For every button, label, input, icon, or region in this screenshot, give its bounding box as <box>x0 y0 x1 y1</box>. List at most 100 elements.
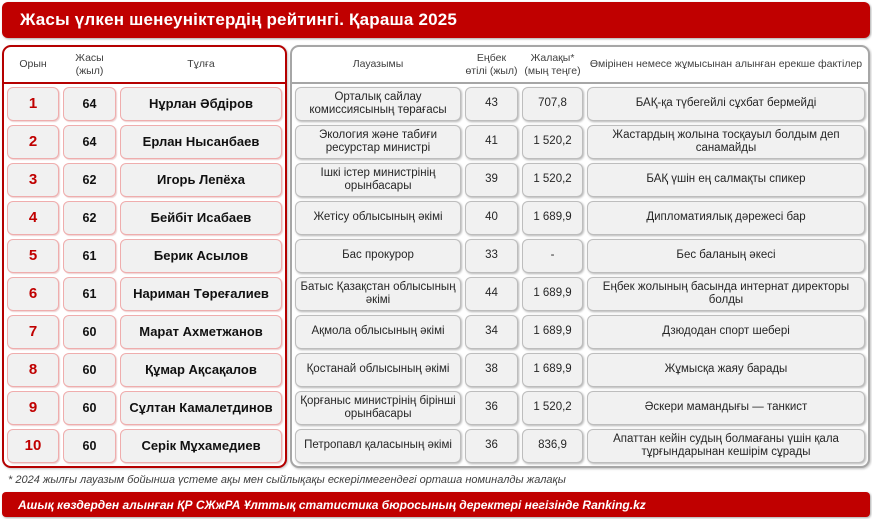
table-row: 2 64 Ерлан Нысанбаев <box>7 125 282 159</box>
position-cell: Бас прокурор <box>295 239 461 273</box>
source-bar: Ашық көздерден алынған ҚР СЖжРА Ұлттық с… <box>2 492 870 517</box>
facts-cell: БАҚ-қа түбегейлі сұхбат бермейді <box>587 87 865 121</box>
column-header-salary: Жалақы* (мың теңге) <box>524 52 581 77</box>
rank-cell: 10 <box>7 429 59 463</box>
table-body-right: Орталық сайлау комиссиясының төрағасы 43… <box>292 84 868 466</box>
person-cell: Құмар Ақсақалов <box>120 353 282 387</box>
table-row: Орталық сайлау комиссиясының төрағасы 43… <box>295 87 865 121</box>
age-cell: 62 <box>63 201 116 235</box>
facts-cell: Әскери мамандығы — танкист <box>587 391 865 425</box>
age-cell: 64 <box>63 87 116 121</box>
experience-cell: 40 <box>465 201 518 235</box>
experience-cell: 34 <box>465 315 518 349</box>
facts-value: Еңбек жолының басында интернат директоры… <box>602 280 850 306</box>
column-header-facts: Өмірінен немесе жұмысынан алынған ерекше… <box>589 58 863 71</box>
rank-cell: 8 <box>7 353 59 387</box>
age-cell: 61 <box>63 277 116 311</box>
table-row: Петропавл қаласының әкімі 36 836,9 Апатт… <box>295 429 865 463</box>
experience-value: 44 <box>485 287 498 300</box>
facts-cell: Еңбек жолының басында интернат директоры… <box>587 277 865 311</box>
experience-cell: 36 <box>465 429 518 463</box>
age-value: 60 <box>82 324 97 339</box>
salary-cell: 1 520,2 <box>522 163 583 197</box>
person-name: Бейбіт Исабаев <box>150 209 252 225</box>
salary-value: 1 689,9 <box>533 363 572 376</box>
position-cell: Экология және табиғи ресурстар министрі <box>295 125 461 159</box>
age-cell: 60 <box>63 353 116 387</box>
position-cell: Батыс Қазақстан облысының әкімі <box>295 277 461 311</box>
salary-value: 1 520,2 <box>533 173 572 186</box>
experience-cell: 41 <box>465 125 518 159</box>
table-row: Қостанай облысының әкімі 38 1 689,9 Жұмы… <box>295 353 865 387</box>
salary-cell: 1 689,9 <box>522 353 583 387</box>
facts-cell: БАҚ үшін ең салмақты спикер <box>587 163 865 197</box>
age-value: 60 <box>82 438 97 453</box>
table-row: Қорғаныс министрінің бірінші орынбасары … <box>295 391 865 425</box>
source-text: Ашық көздерден алынған ҚР СЖжРА Ұлттық с… <box>18 497 646 512</box>
facts-value: БАҚ үшін ең салмақты спикер <box>646 173 806 186</box>
table-row: 8 60 Құмар Ақсақалов <box>7 353 282 387</box>
rank-value: 1 <box>28 95 38 113</box>
position-value: Қорғаныс министрінің бірінші орынбасары <box>300 394 456 420</box>
position-value: Орталық сайлау комиссиясының төрағасы <box>309 90 447 116</box>
age-value: 64 <box>82 134 97 149</box>
salary-value: - <box>550 249 555 262</box>
table-row: 5 61 Берик Асылов <box>7 239 282 273</box>
experience-value: 36 <box>485 401 498 414</box>
table-header-right: Лауазымы Еңбек өтілі (жыл) Жалақы* (мың … <box>292 47 868 84</box>
experience-cell: 39 <box>465 163 518 197</box>
position-cell: Ішкі істер министрінің орынбасары <box>295 163 461 197</box>
position-cell: Ақмола облысының әкімі <box>295 315 461 349</box>
position-value: Жетісу облысының әкімі <box>313 211 443 224</box>
person-name: Берик Асылов <box>153 247 249 263</box>
person-cell: Нұрлан Әбдіров <box>120 87 282 121</box>
table-row: 10 60 Серік Мұхамедиев <box>7 429 282 463</box>
facts-value: БАҚ-қа түбегейлі сұхбат бермейді <box>635 97 817 110</box>
rank-value: 10 <box>24 437 42 455</box>
rank-cell: 7 <box>7 315 59 349</box>
page-title: Жасы үлкен шенеуніктердің рейтингі. Қара… <box>20 10 458 29</box>
age-value: 64 <box>82 96 97 111</box>
age-value: 61 <box>82 248 97 263</box>
age-value: 62 <box>82 210 97 225</box>
facts-value: Бес баланың әкесі <box>676 249 776 262</box>
position-value: Ішкі істер министрінің орынбасары <box>320 166 436 192</box>
age-cell: 60 <box>63 315 116 349</box>
position-cell: Қорғаныс министрінің бірінші орынбасары <box>295 391 461 425</box>
experience-value: 43 <box>485 97 498 110</box>
table-body-left: 1 64 Нұрлан Әбдіров 2 64 Ерлан Нысанбаев… <box>4 84 285 466</box>
experience-cell: 33 <box>465 239 518 273</box>
experience-value: 39 <box>485 173 498 186</box>
rank-value: 9 <box>28 399 38 417</box>
salary-value: 836,9 <box>538 439 567 452</box>
table-row: 9 60 Сұлтан Камалетдинов <box>7 391 282 425</box>
position-value: Бас прокурор <box>342 249 414 262</box>
position-value: Петропавл қаласының әкімі <box>304 439 452 452</box>
rank-value: 5 <box>28 247 38 265</box>
person-cell: Ерлан Нысанбаев <box>120 125 282 159</box>
salary-cell: 707,8 <box>522 87 583 121</box>
salary-cell: 1 520,2 <box>522 125 583 159</box>
age-cell: 60 <box>63 391 116 425</box>
rank-value: 4 <box>28 209 38 227</box>
rank-value: 2 <box>28 133 38 151</box>
position-value: Ақмола облысының әкімі <box>311 325 445 338</box>
table-right-block: Лауазымы Еңбек өтілі (жыл) Жалақы* (мың … <box>290 45 870 468</box>
rank-cell: 6 <box>7 277 59 311</box>
salary-cell: 1 689,9 <box>522 201 583 235</box>
person-cell: Бейбіт Исабаев <box>120 201 282 235</box>
age-value: 60 <box>82 362 97 377</box>
age-cell: 61 <box>63 239 116 273</box>
facts-cell: Дипломатиялық дәрежесі бар <box>587 201 865 235</box>
position-cell: Қостанай облысының әкімі <box>295 353 461 387</box>
person-name: Нариман Төреғалиев <box>133 285 269 301</box>
rank-value: 7 <box>28 323 38 341</box>
table-row: Батыс Қазақстан облысының әкімі 44 1 689… <box>295 277 865 311</box>
person-name: Құмар Ақсақалов <box>145 361 257 377</box>
column-header-rank: Орын <box>19 58 47 71</box>
rank-cell: 5 <box>7 239 59 273</box>
facts-cell: Дзюдодан спорт шебері <box>587 315 865 349</box>
table-header-left: Орын Жасы (жыл) Тұлға <box>4 47 285 84</box>
rank-cell: 4 <box>7 201 59 235</box>
table-row: Бас прокурор 33 - Бес баланың әкесі <box>295 239 865 273</box>
